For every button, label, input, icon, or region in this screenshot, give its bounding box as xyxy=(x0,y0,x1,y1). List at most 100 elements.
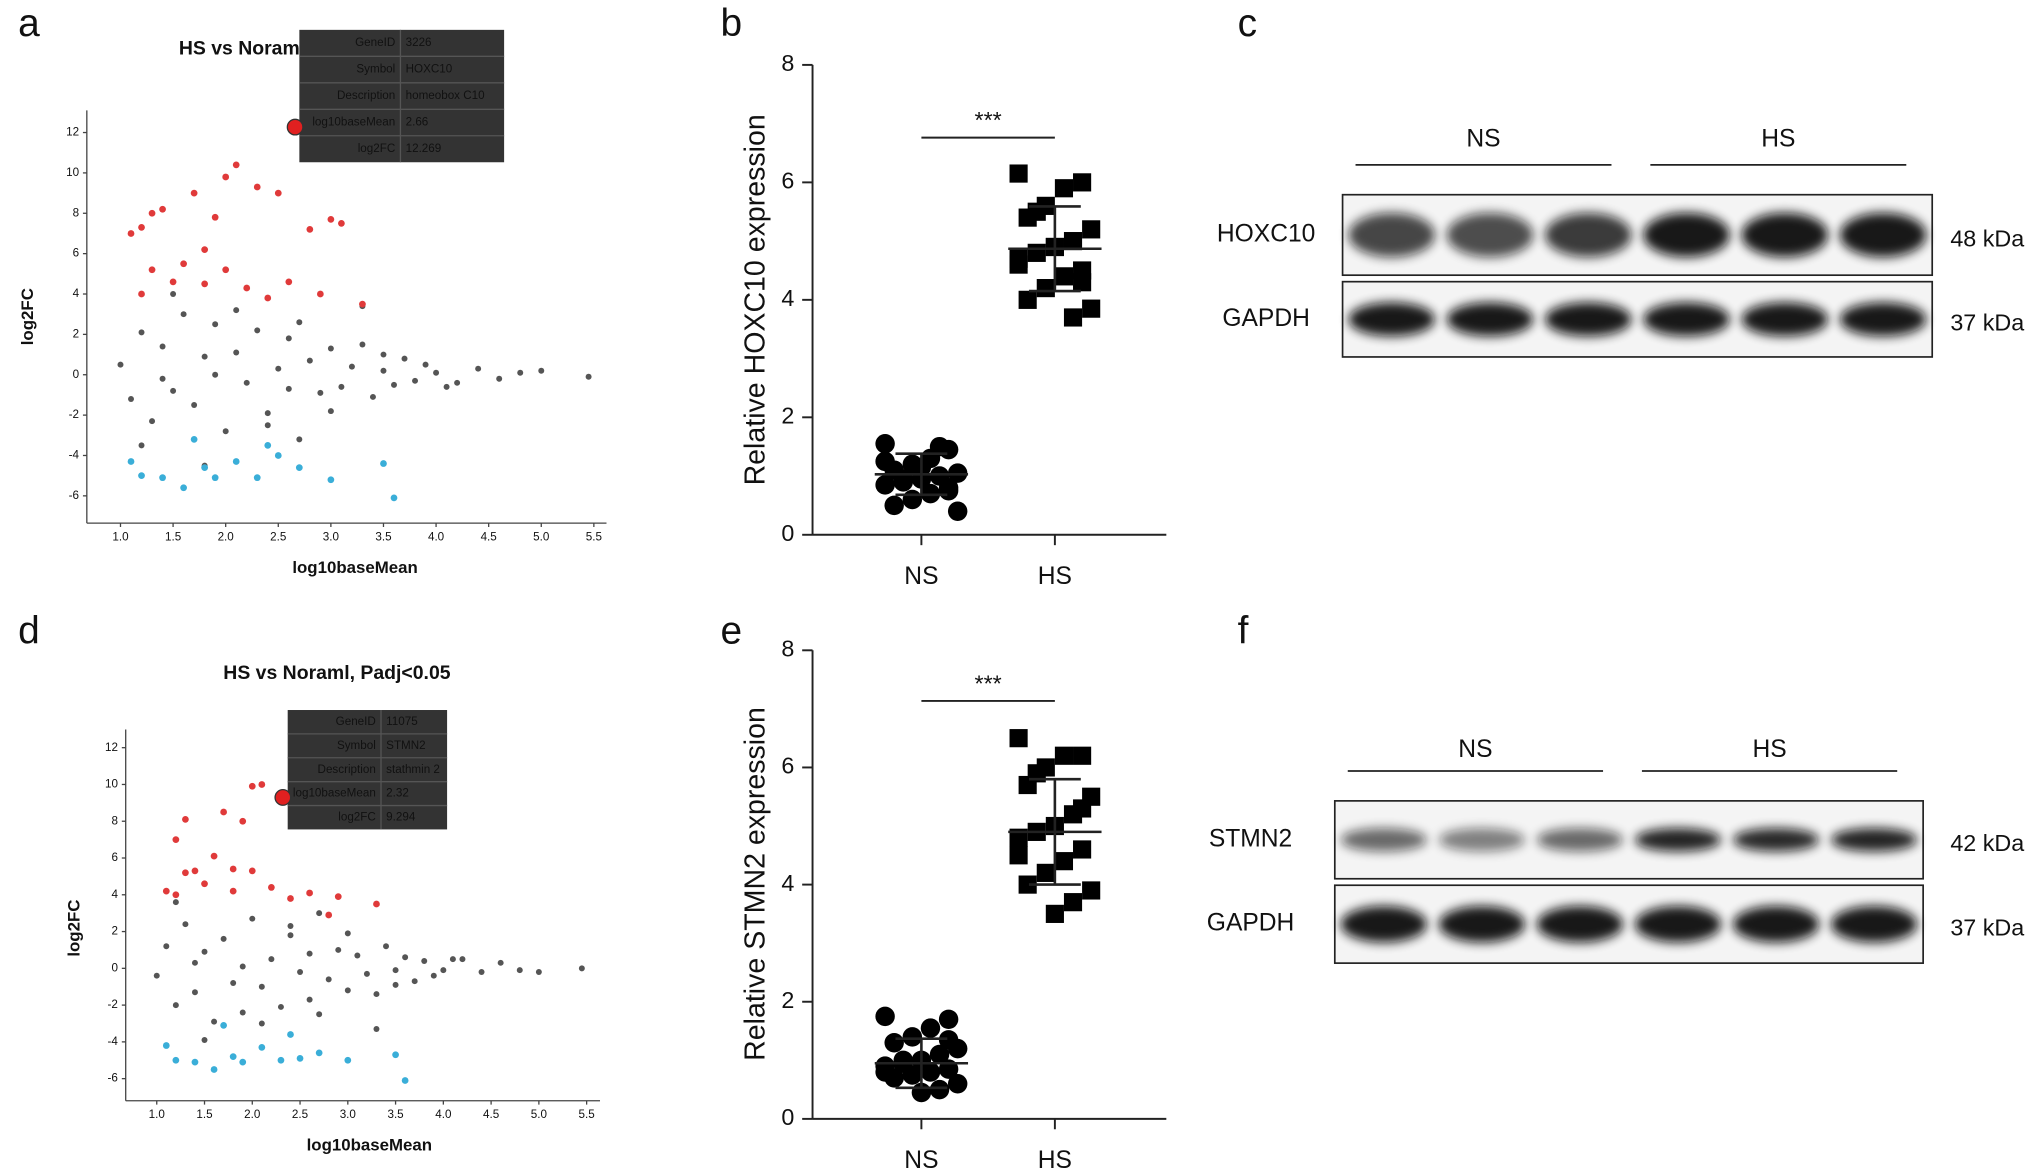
point xyxy=(1018,290,1037,309)
point xyxy=(338,383,345,390)
tooltip-value: stathmin 2 xyxy=(386,763,440,776)
group-label: HS xyxy=(1761,126,1795,153)
y-tick-label: 2 xyxy=(781,402,794,428)
point xyxy=(268,884,275,891)
y-tick-label: 4 xyxy=(781,285,794,311)
point xyxy=(947,501,968,522)
x-tick-label: 2.5 xyxy=(270,530,286,543)
y-tick-label: 4 xyxy=(781,870,794,896)
point xyxy=(1036,279,1055,298)
point xyxy=(182,816,189,823)
point xyxy=(1027,764,1046,783)
point xyxy=(127,230,135,237)
point xyxy=(359,300,366,308)
point xyxy=(297,969,304,975)
y-tick-label: 8 xyxy=(781,50,794,76)
point xyxy=(258,1020,265,1027)
x-tick-label: 5.0 xyxy=(531,1108,548,1121)
point xyxy=(232,458,240,465)
point xyxy=(211,213,219,221)
panel-letter: f xyxy=(1238,610,1249,653)
blot-size-label: 37 kDa xyxy=(1950,915,2024,941)
point xyxy=(316,910,323,917)
point xyxy=(538,367,545,374)
blot-frame xyxy=(1341,193,1934,277)
x-tick-label: 5.0 xyxy=(533,530,550,543)
panel-letter: c xyxy=(1238,2,1257,45)
x-tick-label: 1.0 xyxy=(149,1108,166,1121)
blot-band xyxy=(1545,212,1632,258)
blot-band xyxy=(1830,906,1918,943)
point xyxy=(1054,267,1074,286)
point xyxy=(1027,243,1046,262)
y-tick-label: -6 xyxy=(69,489,79,502)
point xyxy=(475,365,482,372)
x-tick-label: 2.0 xyxy=(218,530,235,543)
point xyxy=(373,900,380,908)
point xyxy=(411,978,418,985)
point xyxy=(138,290,145,298)
blot-band xyxy=(1348,302,1435,337)
blot-band xyxy=(1839,302,1927,337)
point xyxy=(268,956,275,963)
point xyxy=(170,291,177,297)
point xyxy=(243,284,251,292)
point xyxy=(344,1056,352,1064)
point xyxy=(354,952,361,959)
point xyxy=(938,480,959,501)
group-label: NS xyxy=(1458,736,1492,763)
y-tick-label: 6 xyxy=(111,851,117,864)
tooltip-label: GeneID xyxy=(355,36,395,49)
point xyxy=(264,294,272,302)
blot-frame xyxy=(1333,884,1924,964)
point xyxy=(516,967,523,974)
point xyxy=(535,969,542,975)
point xyxy=(159,343,166,350)
panel-letter: a xyxy=(18,2,40,45)
point xyxy=(274,452,282,459)
tooltip-label: log10baseMean xyxy=(312,116,395,129)
point xyxy=(211,1018,218,1025)
point xyxy=(295,464,303,471)
x-axis-label: log10baseMean xyxy=(307,1136,432,1155)
point xyxy=(222,173,230,181)
point xyxy=(201,1037,208,1044)
point xyxy=(254,327,261,334)
x-tick-label: 1.5 xyxy=(196,1108,212,1121)
blot-band xyxy=(1732,906,1820,943)
x-tick-label: 2.5 xyxy=(292,1108,308,1121)
point xyxy=(875,434,895,454)
x-tick-label: 3.0 xyxy=(323,530,340,543)
point xyxy=(201,353,208,360)
point xyxy=(348,363,355,370)
highlight-point xyxy=(274,789,292,806)
blot-band xyxy=(1446,212,1534,258)
y-axis-label: log2FC xyxy=(18,288,37,345)
point xyxy=(1054,852,1074,871)
tooltip-label: GeneID xyxy=(336,715,376,728)
point xyxy=(277,1056,285,1064)
blot-band xyxy=(1348,212,1435,258)
blot-band xyxy=(1643,212,1730,258)
point xyxy=(191,959,198,966)
point xyxy=(163,943,170,950)
blot-band xyxy=(1446,302,1534,337)
point xyxy=(327,215,335,223)
blot-band xyxy=(1634,906,1722,943)
point xyxy=(201,246,209,253)
point xyxy=(440,967,447,974)
x-axis-label: log10baseMean xyxy=(292,558,417,577)
point xyxy=(373,991,380,998)
group-label: NS xyxy=(1466,126,1500,153)
point xyxy=(169,278,177,286)
point xyxy=(159,474,166,482)
point xyxy=(253,183,261,191)
point xyxy=(454,379,461,386)
y-tick-label: 4 xyxy=(111,888,118,901)
blot-band xyxy=(1536,828,1624,852)
point xyxy=(380,460,387,467)
point xyxy=(162,887,170,895)
blot-band xyxy=(1830,828,1918,852)
point xyxy=(182,869,189,877)
point xyxy=(1082,881,1101,900)
